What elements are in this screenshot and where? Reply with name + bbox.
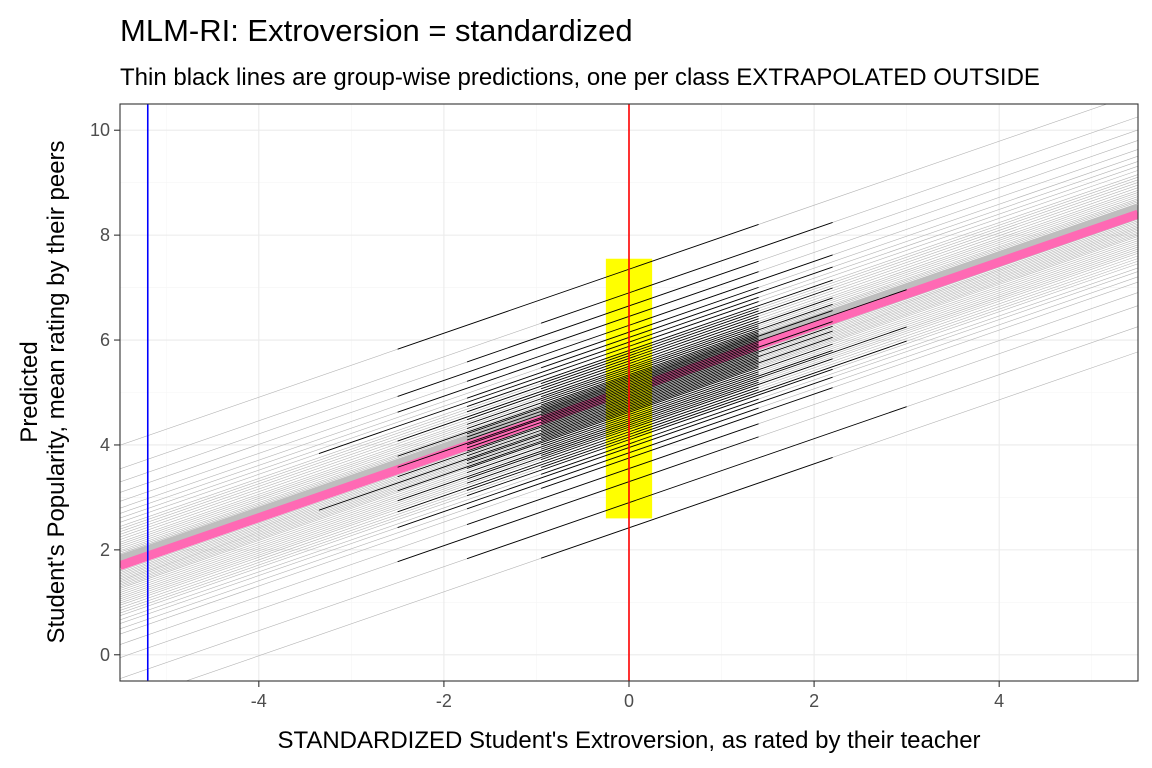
group-line — [466, 407, 759, 510]
group-line — [540, 387, 833, 489]
group-line — [397, 386, 759, 513]
y-tick-label: 6 — [100, 330, 110, 350]
group-line — [466, 318, 759, 421]
group-line — [397, 331, 759, 457]
y-axis-title-line-1: Predicted — [16, 341, 43, 442]
group-line — [540, 337, 759, 414]
y-axis: 0 2 4 6 8 10 — [90, 120, 120, 665]
group-line — [466, 389, 759, 491]
group-line — [540, 348, 759, 425]
group-line — [540, 345, 759, 422]
group-line — [397, 315, 759, 442]
group-line — [397, 365, 759, 492]
y-tick-label: 0 — [100, 645, 110, 665]
group-line — [466, 354, 759, 457]
group-line — [540, 325, 759, 402]
x-tick-label: 0 — [624, 691, 634, 711]
x-axis: -4 -2 0 2 4 — [251, 681, 1004, 711]
group-line — [466, 297, 833, 425]
group-line — [466, 368, 833, 497]
group-line — [466, 310, 759, 413]
group-line — [397, 342, 759, 468]
group-line — [466, 371, 759, 474]
group-line — [540, 266, 833, 369]
group-line — [466, 321, 833, 449]
group-line — [397, 436, 759, 563]
group-line — [540, 360, 759, 437]
group-line — [397, 271, 759, 397]
group-line — [540, 340, 907, 468]
group-line — [466, 381, 759, 484]
group-prediction-lines — [318, 222, 907, 563]
group-line — [466, 279, 833, 407]
group-line — [466, 338, 759, 441]
y-tick-label: 10 — [90, 120, 110, 140]
group-line — [466, 296, 759, 399]
group-line — [540, 330, 833, 433]
group-line — [540, 358, 833, 461]
group-line — [466, 336, 833, 465]
group-line — [466, 359, 759, 461]
group-line — [466, 327, 759, 429]
group-line — [397, 376, 833, 528]
group-line — [540, 398, 759, 475]
x-tick-label: -2 — [436, 691, 452, 711]
group-line — [397, 286, 759, 413]
reference-lines — [146, 104, 630, 681]
group-line — [318, 301, 759, 454]
group-line — [540, 379, 759, 456]
group-line — [540, 373, 759, 450]
group-line — [540, 289, 907, 417]
group-line — [540, 343, 833, 446]
group-line — [466, 310, 833, 438]
x-axis-title: STANDARDIZED Student's Extroversion, as … — [277, 727, 980, 754]
x-tick-label: 4 — [994, 691, 1004, 711]
chart-subtitle: Thin black lines are group-wise predicti… — [120, 64, 1040, 91]
group-line — [540, 334, 759, 411]
group-line — [466, 349, 759, 452]
group-line — [466, 254, 833, 382]
group-line — [466, 332, 759, 435]
y-tick-label: 2 — [100, 540, 110, 560]
group-line — [466, 260, 759, 363]
group-line — [397, 325, 833, 478]
y-axis-title-line-2: Student's Popularity, mean rating by the… — [43, 140, 70, 643]
y-tick-label: 4 — [100, 435, 110, 455]
group-line — [466, 326, 907, 480]
group-line — [466, 423, 759, 525]
x-tick-label: -4 — [251, 691, 267, 711]
group-line — [397, 224, 759, 350]
group-line — [540, 307, 759, 384]
group-line — [540, 364, 759, 441]
group-line — [397, 350, 833, 502]
group-line — [318, 357, 759, 511]
group-line — [540, 222, 833, 324]
y-axis-title: Predicted Student's Popularity, mean rat… — [16, 140, 70, 643]
group-line — [466, 343, 759, 446]
group-line — [540, 353, 759, 430]
group-line — [540, 303, 833, 406]
group-line — [540, 321, 759, 398]
group-line — [540, 457, 833, 559]
x-tick-label: 2 — [809, 691, 819, 711]
chart-title: MLM-RI: Extroversion = standardized — [120, 13, 633, 48]
group-line — [466, 406, 907, 560]
group-line — [466, 367, 759, 469]
group-line — [540, 287, 833, 390]
y-tick-label: 8 — [100, 225, 110, 245]
